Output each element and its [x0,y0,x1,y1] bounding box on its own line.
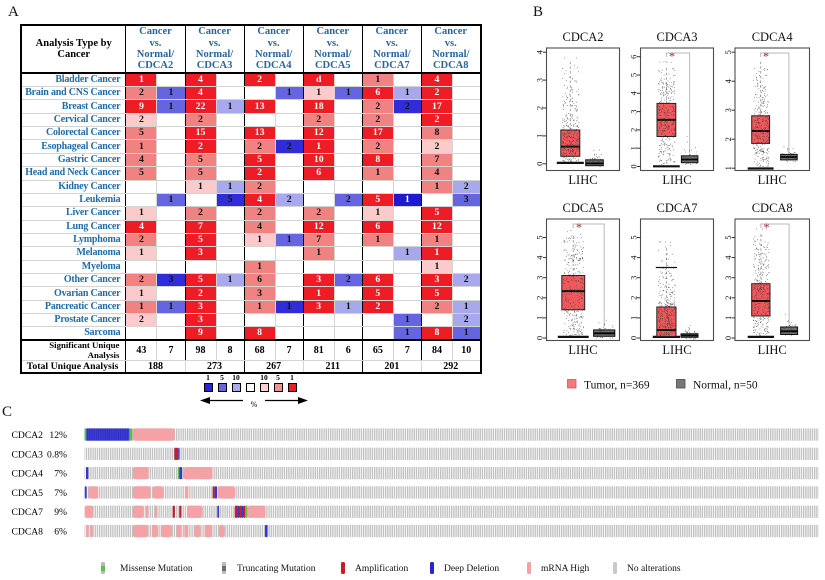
svg-text:7%: 7% [54,488,67,499]
svg-text:*: * [764,220,770,234]
svg-text:0.8%: 0.8% [47,449,67,460]
svg-text:*: * [763,49,769,63]
svg-text:%: % [251,400,258,409]
svg-text:5: 5 [723,235,733,239]
svg-text:5: 5 [629,73,639,77]
svg-text:12%: 12% [49,430,67,441]
svg-text:3: 3 [723,276,733,280]
svg-text:3: 3 [629,109,639,113]
svg-text:0: 0 [535,162,545,166]
svg-text:9%: 9% [54,507,67,518]
svg-text:2: 2 [629,296,639,300]
svg-text:0: 0 [629,336,639,340]
svg-text:4: 4 [723,78,733,83]
svg-text:4: 4 [535,49,545,54]
svg-text:0: 0 [535,336,545,340]
svg-text:Normal, n=50: Normal, n=50 [693,380,758,392]
svg-text:7%: 7% [54,469,67,480]
svg-text:1: 1 [629,146,639,150]
svg-text:1: 1 [629,316,639,320]
svg-text:CDCA4: CDCA4 [12,469,44,480]
svg-text:4: 4 [723,255,733,260]
svg-text:0: 0 [629,164,639,168]
svg-text:CDCA2: CDCA2 [12,430,44,441]
svg-text:4: 4 [535,255,545,260]
svg-text:3: 3 [535,78,545,82]
svg-text:CDCA8: CDCA8 [752,201,793,215]
svg-text:LIHC: LIHC [568,343,597,357]
svg-text:5: 5 [723,50,733,54]
svg-text:LIHC: LIHC [758,173,787,187]
svg-text:CDCA3: CDCA3 [657,30,698,44]
svg-text:*: * [669,49,675,63]
svg-text:6%: 6% [54,527,67,538]
svg-text:2: 2 [723,296,733,300]
svg-text:CDCA7: CDCA7 [12,507,44,518]
svg-text:CDCA4: CDCA4 [752,30,794,44]
svg-text:LIHC: LIHC [662,173,691,187]
svg-text:CDCA7: CDCA7 [657,201,698,215]
svg-text:6: 6 [629,55,639,59]
svg-text:LIHC: LIHC [662,343,691,357]
svg-text:5: 5 [535,235,545,239]
svg-text:CDCA2: CDCA2 [563,30,604,44]
svg-text:CDCA5: CDCA5 [563,201,604,215]
svg-text:4: 4 [629,255,639,260]
svg-text:LIHC: LIHC [758,343,787,357]
svg-text:*: * [576,220,582,234]
svg-text:2: 2 [629,128,639,132]
svg-text:LIHC: LIHC [568,173,597,187]
svg-text:2: 2 [535,106,545,110]
svg-text:1: 1 [723,166,733,170]
svg-text:Tumor, n=369: Tumor, n=369 [584,380,650,392]
svg-text:3: 3 [535,276,545,280]
svg-text:CDCA5: CDCA5 [12,488,44,499]
svg-text:3: 3 [723,108,733,112]
svg-text:2: 2 [535,296,545,300]
svg-text:1: 1 [535,134,545,138]
svg-text:1: 1 [723,316,733,320]
svg-text:CDCA3: CDCA3 [12,449,44,460]
svg-text:4: 4 [629,90,639,95]
svg-text:5: 5 [629,235,639,239]
svg-text:2: 2 [723,137,733,141]
svg-text:1: 1 [535,316,545,320]
svg-text:0: 0 [723,336,733,340]
svg-text:3: 3 [629,276,639,280]
svg-text:CDCA8: CDCA8 [12,527,44,538]
